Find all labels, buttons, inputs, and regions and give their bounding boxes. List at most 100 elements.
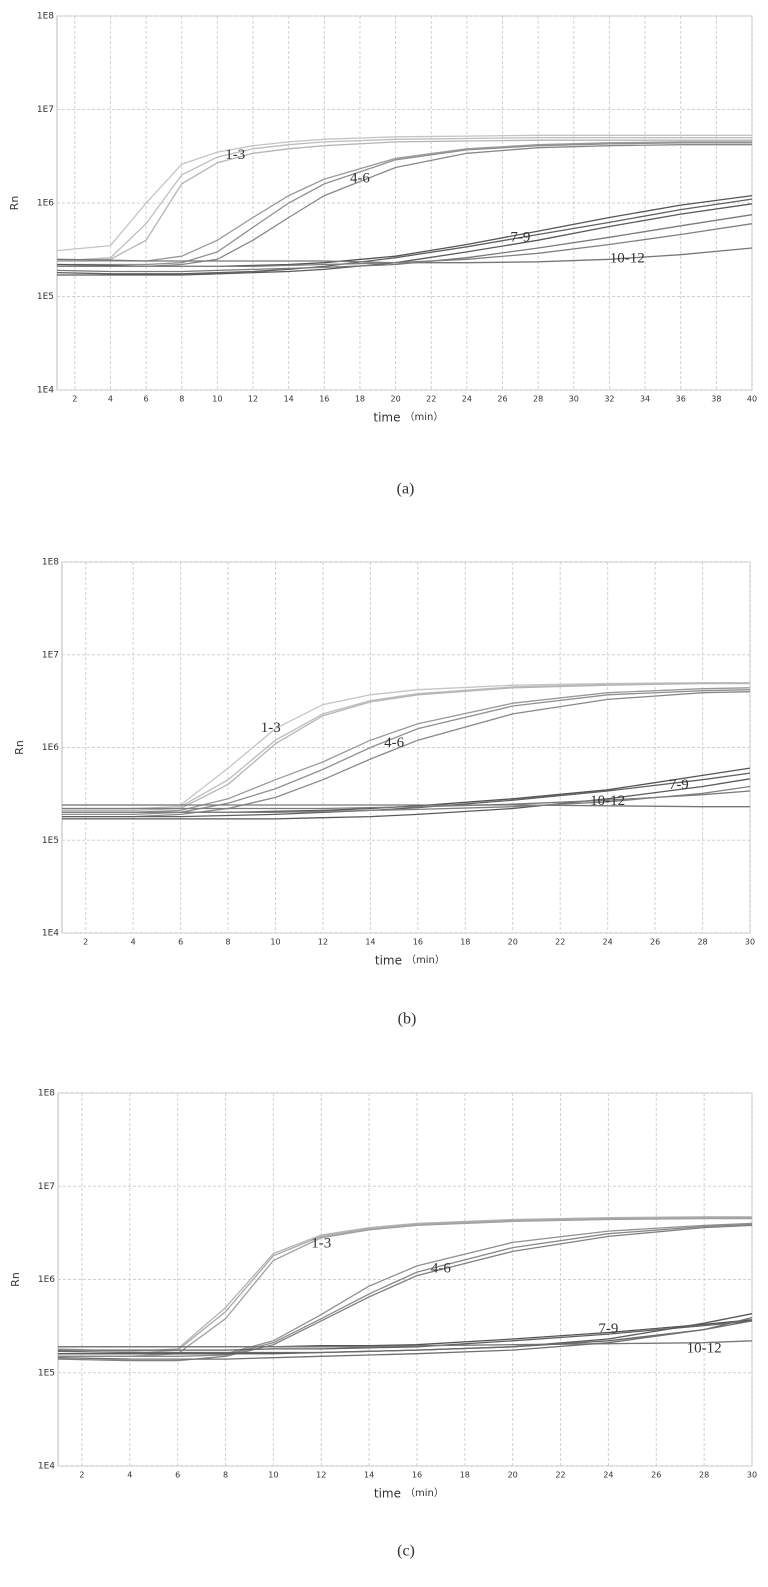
curve [57,1320,753,1354]
x-tick-label: 34 [640,395,650,404]
curve-group-label: 1-3 [225,147,245,163]
curve-group-label: 10-12 [687,1340,722,1356]
curve [62,687,751,813]
x-tick-label: 2 [72,395,77,404]
caption: (c) [397,1543,415,1560]
y-tick-label: 1E4 [42,929,59,939]
x-axis-unit: （min） [406,954,445,966]
curve-group-label: 4-6 [350,171,370,187]
curve [57,203,753,276]
curve-group-label: 10-12 [610,251,645,267]
curve-group-label: 7-9 [669,777,689,793]
x-tick-label: 10 [212,395,222,404]
x-tick-label: 4 [108,395,113,404]
curve [62,790,751,810]
x-tick-label: 28 [533,395,543,404]
x-tick-label: 12 [248,395,258,404]
x-axis-label: time [374,1487,401,1501]
x-tick-label: 40 [747,395,757,404]
curve-group-label: 4-6 [431,1260,451,1276]
x-tick-label: 8 [226,938,231,947]
y-tick-label: 1E6 [42,743,59,753]
x-tick-label: 24 [603,938,613,947]
x-tick-label: 6 [178,938,183,947]
x-tick-label: 8 [179,395,184,404]
x-tick-label: 22 [426,395,436,404]
y-tick-label: 1E7 [42,650,59,660]
curve [57,223,753,268]
caption: (b) [398,1011,417,1028]
curve [56,139,752,262]
x-tick-label: 18 [460,938,470,947]
curve-group-label: 4-6 [384,735,404,751]
x-tick-label: 18 [355,395,365,404]
curve [56,136,752,262]
curve [56,214,753,273]
x-tick-label: 12 [316,1471,326,1480]
x-tick-label: 20 [508,938,518,947]
y-tick-label: 1E5 [38,1368,55,1378]
curve [57,142,752,266]
x-tick-label: 10 [270,938,280,947]
y-tick-label: 1E4 [37,386,54,396]
x-tick-label: 4 [127,1471,132,1480]
curve [56,247,753,264]
x-axis-label: time [375,954,402,968]
x-tick-label: 20 [390,395,400,404]
x-tick-label: 18 [460,1471,470,1480]
curve [62,682,750,810]
curve-group-label: 1-3 [261,720,281,736]
x-tick-label: 16 [413,938,423,947]
curve-group-label: 10-12 [590,793,625,809]
x-tick-label: 32 [604,395,614,404]
curve [58,1223,753,1357]
x-axis-label: time [373,411,400,425]
curve [56,134,752,252]
curve [62,804,750,808]
y-axis-label: Rn [8,196,21,211]
x-tick-label: 8 [223,1471,228,1480]
x-tick-label: 24 [603,1471,613,1480]
curve [58,1320,753,1351]
x-tick-label: 12 [318,938,328,947]
y-tick-label: 1E4 [38,1462,55,1472]
caption: (a) [397,481,415,498]
x-tick-label: 38 [711,395,721,404]
curve [57,1224,753,1362]
y-tick-label: 1E8 [42,558,59,568]
x-tick-label: 28 [699,1471,709,1480]
x-tick-label: 24 [462,395,472,404]
x-tick-label: 20 [508,1471,518,1480]
curve [62,691,751,818]
x-tick-label: 30 [747,1471,757,1480]
x-tick-label: 2 [79,1471,84,1480]
x-tick-label: 36 [676,395,686,404]
y-tick-label: 1E7 [37,105,54,115]
plot-area [61,561,751,934]
curve [62,778,751,820]
y-tick-label: 1E7 [38,1182,55,1192]
x-tick-label: 30 [745,938,755,947]
x-tick-label: 28 [697,938,707,947]
x-tick-label: 22 [555,1471,565,1480]
y-tick-label: 1E6 [37,199,54,209]
curve [62,785,751,813]
x-tick-label: 26 [651,1471,661,1480]
curve [58,1340,753,1348]
x-tick-label: 10 [268,1471,278,1480]
x-tick-label: 6 [144,395,149,404]
x-tick-label: 16 [412,1471,422,1480]
y-tick-label: 1E8 [37,12,54,22]
x-tick-label: 4 [131,938,136,947]
y-axis-label: Rn [13,740,26,755]
x-tick-label: 14 [365,938,375,947]
y-tick-label: 1E5 [37,292,54,302]
curve [57,1316,753,1360]
x-tick-label: 30 [569,395,579,404]
x-tick-label: 26 [650,938,660,947]
y-axis-label: Rn [9,1272,22,1287]
x-tick-label: 22 [555,938,565,947]
curve-group-label: 1-3 [311,1235,331,1251]
y-tick-label: 1E8 [38,1089,55,1099]
